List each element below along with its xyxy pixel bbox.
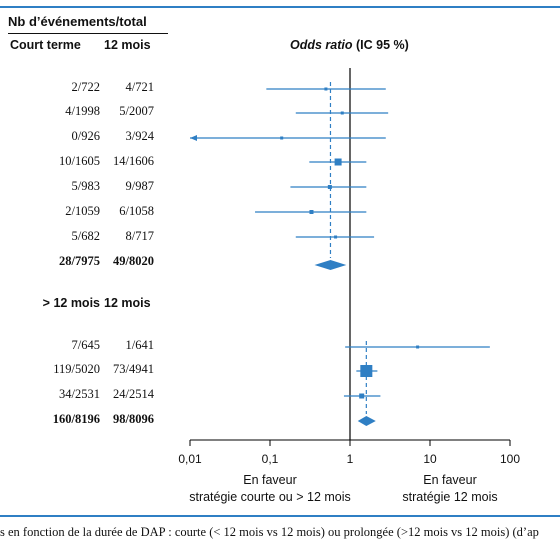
point-estimate — [334, 158, 342, 166]
row-long: 6/1058 — [119, 204, 154, 218]
row-long: 24/2514 — [113, 387, 154, 401]
point-estimate — [280, 136, 284, 140]
row-long: 14/1606 — [113, 154, 154, 168]
group2-short-header: > 12 mois — [42, 296, 100, 310]
col-long-header: 12 mois — [104, 38, 151, 52]
events-header-underline — [8, 33, 168, 34]
total-long: 98/8096 — [113, 412, 154, 426]
right-favor-note: En faveur stratégie 12 mois — [380, 472, 520, 506]
point-estimate — [324, 87, 328, 91]
left-favor-line1: En faveur — [243, 473, 297, 487]
x-tick-label: 1 — [346, 452, 354, 466]
total-short: 160/8196 — [52, 412, 100, 426]
odds-ratio-suffix: (IC 95 %) — [352, 38, 409, 52]
point-estimate — [359, 393, 365, 399]
row-long: 3/924 — [125, 129, 154, 143]
point-estimate — [327, 185, 332, 189]
x-tick-label: 0,1 — [261, 452, 279, 466]
row-short: 0/926 — [71, 129, 100, 143]
group2-long-header: 12 mois — [104, 296, 151, 310]
top-rule — [0, 6, 560, 8]
row-short: 2/1059 — [65, 204, 100, 218]
odds-ratio-header: Odds ratio (IC 95 %) — [290, 38, 409, 52]
x-tick-label: 10 — [423, 452, 437, 466]
point-estimate — [360, 365, 373, 377]
col-short-header: Court terme — [10, 38, 81, 52]
row-long: 1/641 — [125, 338, 154, 352]
ci-arrow — [190, 135, 197, 141]
summary-diamond — [314, 260, 347, 270]
odds-ratio-title: Odds ratio — [290, 38, 353, 52]
events-header: Nb d’événements/total — [8, 14, 147, 29]
point-estimate — [340, 111, 344, 115]
row-long: 73/4941 — [113, 362, 154, 376]
row-short: 4/1998 — [65, 104, 100, 118]
point-estimate — [334, 235, 338, 239]
bottom-rule — [0, 515, 560, 517]
row-short: 5/682 — [71, 229, 100, 243]
left-favor-note: En faveur stratégie courte ou > 12 mois — [170, 472, 370, 506]
row-long: 5/2007 — [119, 104, 154, 118]
row-long: 4/721 — [125, 80, 154, 94]
row-short: 10/1605 — [59, 154, 100, 168]
row-long: 8/717 — [125, 229, 154, 243]
row-short: 119/5020 — [53, 362, 100, 376]
figure-caption: s en fonction de la durée de DAP : court… — [0, 525, 539, 539]
row-short: 34/2531 — [59, 387, 100, 401]
row-long: 9/987 — [125, 179, 154, 193]
row-short: 7/645 — [71, 338, 100, 352]
point-estimate — [309, 210, 314, 214]
x-tick-label: 0,01 — [178, 452, 202, 466]
row-short: 2/722 — [71, 80, 100, 94]
row-short: 5/983 — [71, 179, 100, 193]
x-tick-label: 100 — [499, 452, 521, 466]
total-long: 49/8020 — [113, 254, 154, 268]
total-short: 28/7975 — [59, 254, 100, 268]
left-favor-line2: stratégie courte ou > 12 mois — [189, 490, 351, 504]
summary-diamond — [357, 416, 376, 426]
right-favor-line1: En faveur — [423, 473, 477, 487]
right-favor-line2: stratégie 12 mois — [402, 490, 498, 504]
point-estimate — [416, 345, 420, 349]
